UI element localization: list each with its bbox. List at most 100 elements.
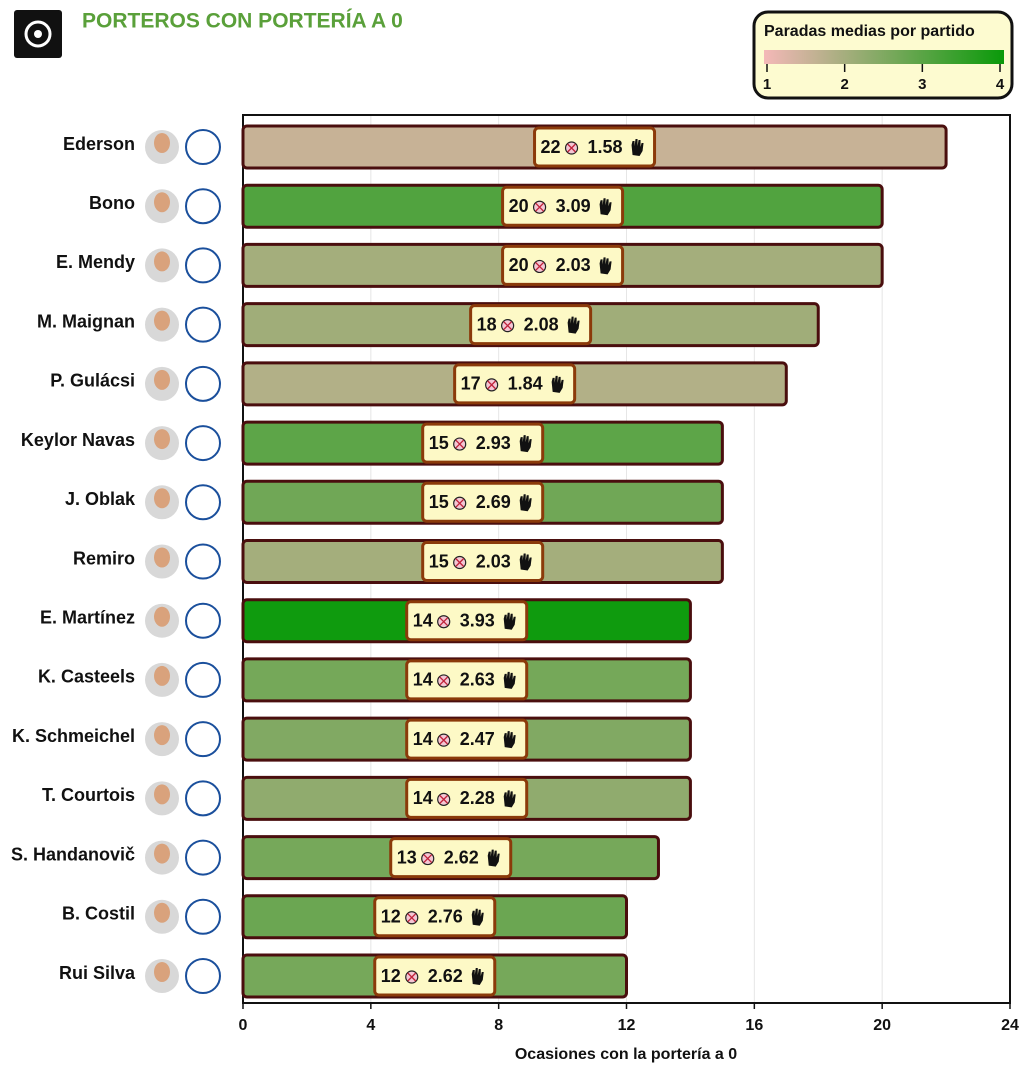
hand-icon	[599, 198, 612, 216]
x-tick-label: 8	[494, 1017, 503, 1034]
club-logo	[185, 543, 221, 580]
logo-icon	[34, 30, 42, 38]
player-photo	[154, 369, 170, 390]
club-logo	[185, 365, 221, 402]
hand-icon	[471, 908, 484, 926]
hand-icon	[487, 849, 500, 867]
y-tick-label: E. Mendy	[56, 252, 135, 272]
ball-icon	[535, 202, 545, 212]
value-label-box	[373, 955, 497, 997]
hand-icon	[503, 790, 516, 808]
value-label-box	[469, 304, 593, 346]
color-value-label: 2.03	[476, 551, 511, 571]
colorbar-tick-label: 4	[996, 76, 1005, 93]
ball-icon	[455, 558, 465, 567]
club-logo	[185, 129, 221, 165]
x-tick-label: 16	[745, 1017, 763, 1034]
value-label: 13	[397, 847, 417, 867]
value-label-box	[405, 777, 529, 819]
color-value-label: 3.09	[556, 196, 591, 216]
club-logo	[185, 780, 221, 817]
value-label: 15	[429, 433, 449, 453]
club-logo	[185, 425, 221, 462]
value-label: 14	[413, 729, 433, 749]
color-value-label: 2.76	[428, 907, 463, 927]
ball-icon	[439, 735, 449, 745]
club-logo	[185, 306, 221, 343]
value-label-box	[533, 126, 657, 168]
hand-icon	[551, 375, 564, 393]
value-label-box	[389, 837, 513, 879]
y-tick-label: M. Maignan	[37, 311, 135, 331]
value-label: 17	[461, 374, 481, 394]
color-value-label: 2.03	[556, 255, 591, 275]
value-label-box	[405, 659, 529, 701]
x-axis-label: Ocasiones con la portería a 0	[515, 1046, 737, 1063]
player-photo	[154, 606, 170, 627]
x-tick-label: 12	[618, 1017, 636, 1034]
club-logo	[185, 898, 221, 935]
value-label: 12	[381, 907, 401, 927]
player-photo	[154, 725, 170, 746]
club-logo	[185, 661, 221, 698]
color-value-label: 2.63	[460, 670, 495, 690]
hand-icon	[631, 139, 644, 156]
hand-icon	[519, 435, 532, 453]
x-tick-label: 20	[873, 1017, 891, 1034]
value-label-box	[421, 541, 545, 582]
color-value-label: 2.93	[476, 433, 511, 453]
color-value-label: 2.47	[460, 729, 495, 749]
ball-icon	[487, 380, 497, 390]
value-label-box	[501, 244, 625, 286]
player-photo	[154, 547, 170, 568]
color-value-label: 3.93	[460, 610, 495, 630]
value-label-box	[453, 363, 577, 405]
ball-icon	[455, 498, 465, 508]
y-tick-label: Bono	[89, 193, 135, 213]
ball-icon	[567, 143, 577, 153]
value-label-box	[405, 718, 529, 760]
ball-icon	[407, 972, 417, 982]
ball-icon	[439, 676, 449, 686]
ball-icon	[439, 794, 449, 804]
y-tick-label: K. Schmeichel	[12, 726, 135, 746]
y-tick-label: S. Handanovič	[11, 844, 135, 864]
player-photo	[154, 133, 170, 153]
value-label: 14	[413, 670, 433, 690]
value-label: 20	[509, 255, 529, 275]
value-label: 15	[429, 492, 449, 512]
player-photo	[154, 192, 170, 213]
y-tick-label: K. Casteels	[38, 667, 135, 687]
color-value-label: 2.62	[444, 847, 479, 867]
x-tick-label: 0	[239, 1017, 248, 1034]
x-tick-label: 4	[366, 1017, 375, 1034]
x-tick-label: 24	[1001, 1017, 1019, 1034]
y-tick-label: Keylor Navas	[21, 430, 135, 450]
colorbar-tick-label: 2	[840, 76, 848, 93]
ball-icon	[535, 261, 545, 271]
y-tick-label: P. Gulácsi	[50, 371, 135, 391]
value-label-box	[405, 600, 529, 642]
hand-icon	[567, 316, 580, 334]
chart-title: PORTEROS CON PORTERÍA A 0	[82, 10, 403, 33]
ball-icon	[503, 321, 513, 331]
club-logo	[185, 839, 221, 876]
value-label: 14	[413, 610, 433, 630]
y-tick-label: B. Costil	[62, 904, 135, 924]
ball-icon	[455, 439, 465, 449]
player-photo	[154, 665, 170, 686]
colorbar-tick-label: 1	[763, 76, 771, 93]
y-tick-label: Ederson	[63, 134, 135, 154]
logo-icon	[24, 20, 52, 48]
color-value-label: 1.58	[588, 137, 623, 157]
player-photo	[154, 429, 170, 450]
colorbar-tick-label: 3	[918, 76, 926, 93]
value-label: 15	[429, 551, 449, 571]
colorbar	[764, 50, 1004, 64]
hand-icon	[503, 612, 516, 630]
value-label: 18	[477, 314, 497, 334]
player-photo	[154, 843, 170, 864]
ball-icon	[439, 617, 449, 627]
value-label-box	[373, 896, 497, 938]
club-logo	[185, 484, 221, 521]
